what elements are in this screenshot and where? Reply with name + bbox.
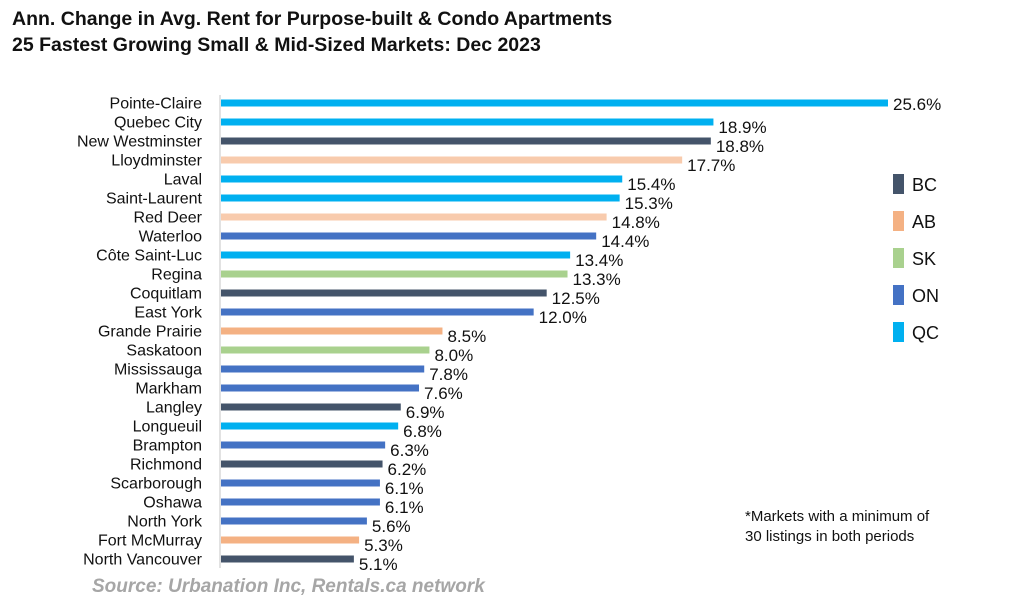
category-label: Richmond xyxy=(130,457,202,474)
data-label: 15.4% xyxy=(627,175,675,194)
category-label: Saint-Laurent xyxy=(106,191,203,208)
legend-label: SK xyxy=(912,249,936,269)
bar xyxy=(221,156,683,164)
category-label: Pointe-Claire xyxy=(110,96,203,113)
category-label: Oshawa xyxy=(143,495,202,512)
category-label: Mississauga xyxy=(114,362,202,379)
data-label: 14.8% xyxy=(612,213,660,232)
bar xyxy=(221,327,443,335)
bar xyxy=(221,232,597,240)
data-label: 6.3% xyxy=(390,441,429,460)
legend-label: AB xyxy=(912,212,936,232)
bar xyxy=(221,384,420,392)
source-note: Source: Urbanation Inc, Rentals.ca netwo… xyxy=(92,576,485,597)
category-label: Lloydminster xyxy=(111,153,202,170)
bar xyxy=(221,251,571,259)
bar xyxy=(221,479,380,487)
category-label: Saskatoon xyxy=(126,343,202,360)
legend-label: ON xyxy=(912,286,939,306)
category-label: Scarborough xyxy=(110,476,202,493)
data-label: 7.8% xyxy=(429,365,468,384)
chart-title: Ann. Change in Avg. Rent for Purpose-bui… xyxy=(12,8,613,30)
category-label: New Westminster xyxy=(77,134,203,151)
bar xyxy=(221,555,354,563)
category-label: Côte Saint-Luc xyxy=(96,248,202,265)
data-label: 18.9% xyxy=(718,118,766,137)
footnote-line: *Markets with a minimum of xyxy=(745,508,930,525)
bar xyxy=(221,346,430,354)
data-label: 7.6% xyxy=(424,384,463,403)
data-label: 14.4% xyxy=(601,232,649,251)
data-label: 18.8% xyxy=(716,137,764,156)
data-label: 6.9% xyxy=(406,403,445,422)
data-label: 12.5% xyxy=(552,289,600,308)
data-label: 17.7% xyxy=(687,156,735,175)
data-label: 5.6% xyxy=(372,517,411,536)
legend-label: QC xyxy=(912,323,939,343)
category-label: Red Deer xyxy=(134,210,203,227)
data-label: 8.0% xyxy=(434,346,473,365)
legend-swatch xyxy=(893,285,904,305)
data-label: 8.5% xyxy=(447,327,486,346)
category-label: Quebec City xyxy=(114,115,202,132)
category-label: Waterloo xyxy=(139,229,203,246)
bar xyxy=(221,517,367,525)
data-label: 6.1% xyxy=(385,479,424,498)
bar xyxy=(221,175,623,183)
bar xyxy=(221,308,534,316)
category-label: Brampton xyxy=(133,438,202,455)
data-label: 12.0% xyxy=(539,308,587,327)
bar xyxy=(221,460,383,468)
bar xyxy=(221,289,547,297)
category-label: North York xyxy=(127,514,203,531)
category-label: North Vancouver xyxy=(83,552,203,569)
category-label: Grande Prairie xyxy=(98,324,202,341)
category-label: Longueuil xyxy=(133,419,202,436)
legend-swatch xyxy=(893,211,904,231)
category-label: Langley xyxy=(146,400,202,417)
data-label: 13.3% xyxy=(573,270,621,289)
bar xyxy=(221,213,607,221)
bar xyxy=(221,194,620,202)
chart-subtitle: 25 Fastest Growing Small & Mid-Sized Mar… xyxy=(12,34,541,56)
category-label: East York xyxy=(134,305,203,322)
data-label: 6.8% xyxy=(403,422,442,441)
legend-swatch xyxy=(893,248,904,268)
data-label: 15.3% xyxy=(625,194,673,213)
bar xyxy=(221,99,888,107)
legend-swatch xyxy=(893,322,904,342)
data-label: 5.1% xyxy=(359,555,398,574)
bar xyxy=(221,270,568,278)
bar xyxy=(221,536,360,544)
bar xyxy=(221,118,714,126)
legend-swatch xyxy=(893,174,904,194)
bar xyxy=(221,422,399,430)
data-label: 5.3% xyxy=(364,536,403,555)
footnote-line: 30 listings in both periods xyxy=(745,528,915,545)
category-label: Coquitlam xyxy=(130,286,202,303)
category-label: Fort McMurray xyxy=(98,533,202,550)
bar xyxy=(221,441,386,449)
footnote: *Markets with a minimum of 30 listings i… xyxy=(745,507,929,547)
data-label: 6.1% xyxy=(385,498,424,517)
bar xyxy=(221,498,380,506)
bar xyxy=(221,365,425,373)
bar xyxy=(221,403,401,411)
legend-label: BC xyxy=(912,175,937,195)
category-label: Markham xyxy=(135,381,202,398)
data-label: 6.2% xyxy=(388,460,427,479)
category-label: Laval xyxy=(164,172,202,189)
data-label: 25.6% xyxy=(893,95,941,114)
category-label: Regina xyxy=(151,267,202,284)
data-label: 13.4% xyxy=(575,251,623,270)
bar xyxy=(221,137,711,145)
